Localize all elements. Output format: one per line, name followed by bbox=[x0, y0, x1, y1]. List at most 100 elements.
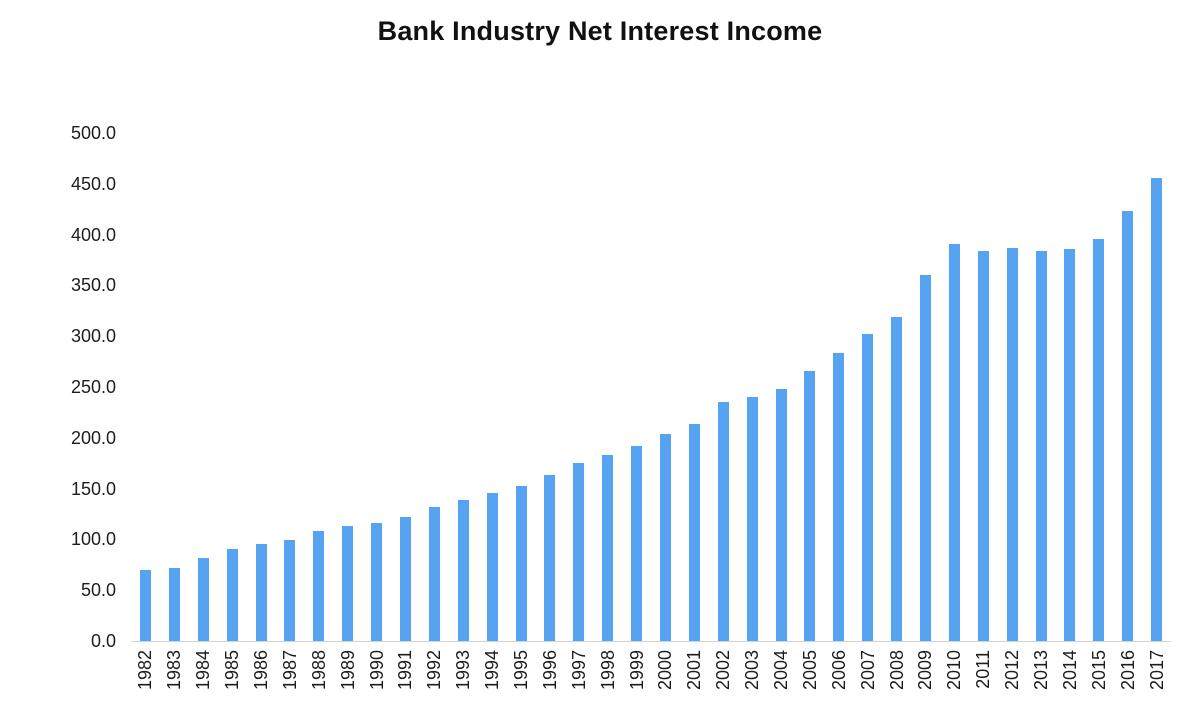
y-tick-label: 300.0 bbox=[70, 326, 116, 347]
bar-slot: 2005 bbox=[795, 133, 824, 690]
x-tick-label: 1986 bbox=[251, 650, 271, 691]
bar-2009 bbox=[919, 275, 931, 641]
x-tick-label: 1999 bbox=[626, 650, 647, 691]
bar-slot: 1990 bbox=[362, 133, 391, 690]
y-tick-label: 350.0 bbox=[70, 275, 116, 296]
bar-slot: 2001 bbox=[680, 133, 709, 690]
x-tick-label: 2011 bbox=[973, 650, 994, 689]
bar-slot: 2016 bbox=[1113, 133, 1142, 690]
y-tick-label: 100.0 bbox=[70, 529, 116, 550]
plot-area: 1982 1983 1984 1985 1986 1987 1988 1989 1990 1991… bbox=[131, 133, 1171, 690]
bar-2008 bbox=[891, 316, 903, 641]
x-tick-label: 2002 bbox=[713, 650, 734, 691]
bar-slot: 2015 bbox=[1084, 133, 1113, 690]
bar-1998 bbox=[602, 455, 614, 641]
y-tick-label: 0.0 bbox=[90, 631, 116, 651]
x-tick-label: 1996 bbox=[539, 650, 560, 691]
bar-2017 bbox=[1151, 177, 1163, 641]
y-tick-label: 450.0 bbox=[70, 173, 116, 194]
bar-slot: 1986 bbox=[247, 133, 276, 690]
bar-slot: 1982 bbox=[131, 133, 160, 690]
bar-slot: 1992 bbox=[420, 133, 449, 690]
bar-slot: 2009 bbox=[911, 133, 940, 690]
bar-2011 bbox=[977, 250, 989, 641]
x-tick-label: 1987 bbox=[279, 650, 300, 691]
x-tick-label: 2013 bbox=[1031, 650, 1052, 691]
x-tick-label: 1991 bbox=[395, 650, 416, 691]
bar-1984 bbox=[197, 557, 209, 641]
bar-slot: 1998 bbox=[593, 133, 622, 690]
bar-2004 bbox=[775, 389, 787, 641]
x-tick-label: 1988 bbox=[308, 650, 329, 691]
x-tick-label: 1997 bbox=[568, 650, 589, 691]
bar-2013 bbox=[1035, 250, 1047, 641]
bar-1983 bbox=[168, 567, 180, 641]
bar-slot: 1991 bbox=[391, 133, 420, 690]
y-tick-label: 400.0 bbox=[70, 224, 116, 245]
x-tick-label: 2009 bbox=[915, 650, 936, 691]
bar-2000 bbox=[659, 433, 671, 641]
bar-1999 bbox=[631, 445, 643, 641]
bar-1990 bbox=[371, 523, 383, 641]
bar-2015 bbox=[1093, 238, 1105, 641]
x-tick-label: 1994 bbox=[482, 650, 503, 691]
bar-1989 bbox=[342, 526, 354, 641]
bar-slot: 2011 bbox=[969, 133, 998, 689]
x-tick-label: 1995 bbox=[511, 650, 532, 691]
x-tick-label: 1983 bbox=[164, 650, 185, 691]
bar-slot: 1987 bbox=[275, 133, 304, 690]
bar-1997 bbox=[573, 463, 585, 641]
bar-slot: 2007 bbox=[853, 133, 882, 690]
bar-slot: 1988 bbox=[304, 133, 333, 690]
x-tick-label: 2005 bbox=[799, 650, 820, 691]
bar-slot: 2008 bbox=[882, 133, 911, 690]
x-tick-label: 2014 bbox=[1059, 650, 1080, 691]
bar-1995 bbox=[515, 485, 527, 641]
y-tick-label: 500.0 bbox=[70, 123, 116, 143]
bar-slot: 1995 bbox=[507, 133, 536, 690]
y-tick-label: 200.0 bbox=[70, 427, 116, 448]
bar-2002 bbox=[717, 402, 729, 641]
x-tick-label: 1985 bbox=[222, 650, 243, 691]
bar-2012 bbox=[1006, 247, 1018, 641]
bar-slot: 1984 bbox=[189, 133, 218, 690]
bar-slot: 1994 bbox=[478, 133, 507, 690]
bar-2006 bbox=[833, 353, 845, 641]
bar-1985 bbox=[226, 548, 238, 641]
y-tick-label: 50.0 bbox=[80, 580, 116, 601]
x-tick-label: 2006 bbox=[828, 650, 849, 691]
chart-title: Bank Industry Net Interest Income bbox=[377, 16, 823, 46]
x-tick-label: 2016 bbox=[1117, 650, 1138, 691]
x-tick-label: 1998 bbox=[597, 650, 618, 691]
x-tick-label: 1992 bbox=[424, 650, 445, 691]
bar-slot: 1985 bbox=[218, 133, 247, 690]
bar-slot: 1997 bbox=[564, 133, 593, 690]
bar-1988 bbox=[313, 531, 325, 641]
bar-slot: 1983 bbox=[160, 133, 189, 690]
y-axis: 0.0 50.0 100.0 150.0 200.0 250.0 300.0 350.0 400… bbox=[0, 124, 116, 650]
bar-slot: 2012 bbox=[998, 133, 1027, 690]
bar-slot: 2010 bbox=[940, 133, 969, 690]
bar-2014 bbox=[1064, 248, 1076, 641]
x-tick-label: 2000 bbox=[655, 650, 676, 691]
x-tick-label: 2007 bbox=[857, 650, 878, 691]
bar-1982 bbox=[139, 569, 151, 641]
x-tick-label: 2004 bbox=[771, 650, 792, 691]
y-tick-label: 150.0 bbox=[70, 478, 116, 499]
bar-slot: 1989 bbox=[333, 133, 362, 690]
bar-2003 bbox=[746, 397, 758, 641]
x-tick-label: 1989 bbox=[337, 650, 358, 691]
bar-1994 bbox=[486, 492, 498, 641]
bar-slot: 2004 bbox=[767, 133, 796, 690]
x-tick-label: 2015 bbox=[1088, 650, 1109, 691]
x-tick-label: 2017 bbox=[1146, 650, 1167, 691]
y-tick-label: 250.0 bbox=[70, 377, 116, 397]
bar-slot: 1993 bbox=[449, 133, 478, 690]
bar-1993 bbox=[457, 499, 469, 641]
bar-slot: 2006 bbox=[824, 133, 853, 690]
bar-1987 bbox=[284, 540, 296, 641]
bar-2005 bbox=[804, 370, 816, 641]
bar-1986 bbox=[255, 544, 267, 641]
bar-slot: 2017 bbox=[1142, 133, 1171, 690]
